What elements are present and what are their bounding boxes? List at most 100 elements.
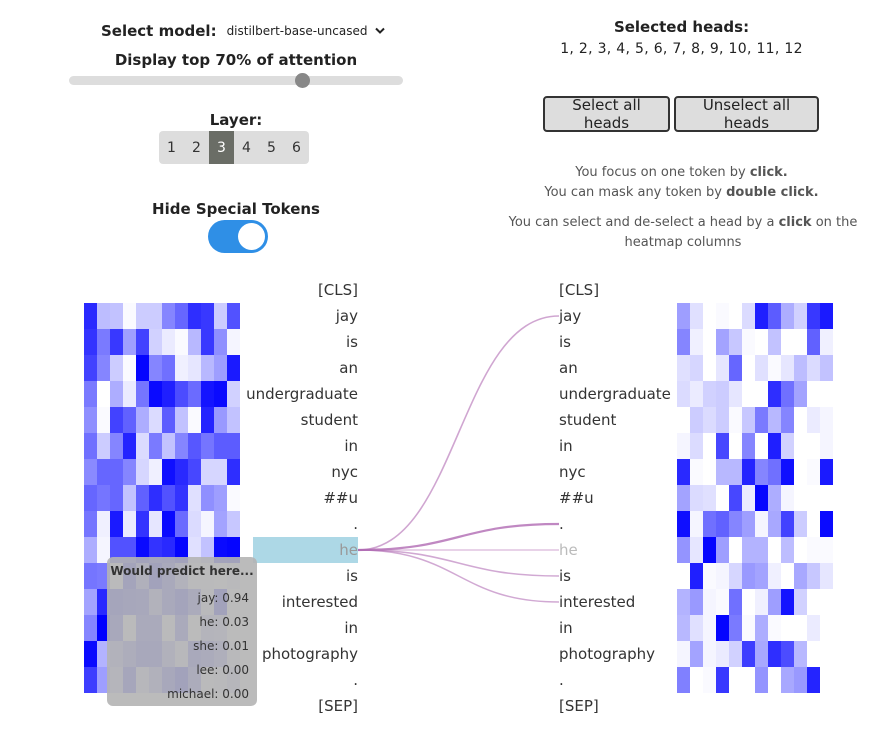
heatmap-cell[interactable] <box>97 641 110 667</box>
heatmap-cell[interactable] <box>214 511 227 537</box>
heatmap-cell[interactable] <box>716 563 729 589</box>
heatmap-cell[interactable] <box>201 303 214 329</box>
heatmap-cell[interactable] <box>84 589 97 615</box>
heatmap-cell[interactable] <box>768 303 781 329</box>
heatmap-cell[interactable] <box>136 537 149 563</box>
heatmap-cell[interactable] <box>742 589 755 615</box>
right-token[interactable]: photography <box>559 645 656 663</box>
heatmap-cell[interactable] <box>755 615 768 641</box>
heatmap-cell[interactable] <box>794 433 807 459</box>
heatmap-cell[interactable] <box>162 459 175 485</box>
heatmap-cell[interactable] <box>690 511 703 537</box>
heatmap-cell[interactable] <box>781 303 794 329</box>
heatmap-cell[interactable] <box>149 433 162 459</box>
heatmap-cell[interactable] <box>820 433 833 459</box>
heatmap-cell[interactable] <box>84 641 97 667</box>
threshold-slider-handle[interactable] <box>294 73 310 88</box>
heatmap-cell[interactable] <box>794 459 807 485</box>
heatmap-cell[interactable] <box>110 459 123 485</box>
left-token[interactable]: [SEP] <box>318 697 358 715</box>
heatmap-cell[interactable] <box>97 589 110 615</box>
heatmap-cell[interactable] <box>690 329 703 355</box>
heatmap-cell[interactable] <box>227 511 240 537</box>
heatmap-cell[interactable] <box>794 537 807 563</box>
heatmap-cell[interactable] <box>201 485 214 511</box>
heatmap-cell[interactable] <box>97 511 110 537</box>
heatmap-cell[interactable] <box>755 407 768 433</box>
heatmap-cell[interactable] <box>123 511 136 537</box>
heatmap-cell[interactable] <box>768 563 781 589</box>
heatmap-cell[interactable] <box>755 355 768 381</box>
hide-special-tokens-toggle[interactable] <box>208 220 268 253</box>
heatmap-cell[interactable] <box>781 641 794 667</box>
heatmap-cell[interactable] <box>149 407 162 433</box>
heatmap-cell[interactable] <box>768 615 781 641</box>
heatmap-cell[interactable] <box>716 329 729 355</box>
heatmap-cell[interactable] <box>781 511 794 537</box>
heatmap-cell[interactable] <box>677 329 690 355</box>
heatmap-cell[interactable] <box>214 329 227 355</box>
heatmap-cell[interactable] <box>729 641 742 667</box>
right-token[interactable]: in <box>559 437 573 455</box>
right-token[interactable]: undergraduate <box>559 385 671 403</box>
heatmap-cell[interactable] <box>227 407 240 433</box>
heatmap-cell[interactable] <box>123 537 136 563</box>
heatmap-cell[interactable] <box>136 511 149 537</box>
heatmap-cell[interactable] <box>729 589 742 615</box>
layer-option[interactable]: 1 <box>167 139 176 156</box>
heatmap-cell[interactable] <box>188 511 201 537</box>
heatmap-cell[interactable] <box>716 407 729 433</box>
left-token[interactable]: ##u <box>323 489 358 507</box>
heatmap-cell[interactable] <box>188 407 201 433</box>
heatmap-cell[interactable] <box>690 563 703 589</box>
heatmap-cell[interactable] <box>214 381 227 407</box>
heatmap-cell[interactable] <box>807 589 820 615</box>
heatmap-cell[interactable] <box>807 407 820 433</box>
heatmap-cell[interactable] <box>820 563 833 589</box>
heatmap-cell[interactable] <box>807 355 820 381</box>
heatmap-cell[interactable] <box>703 407 716 433</box>
heatmap-cell[interactable] <box>188 485 201 511</box>
heatmap-cell[interactable] <box>742 407 755 433</box>
right-token[interactable]: jay <box>559 307 582 325</box>
heatmap-cell[interactable] <box>794 641 807 667</box>
heatmap-cell[interactable] <box>227 355 240 381</box>
heatmap-cell[interactable] <box>807 433 820 459</box>
heatmap-cell[interactable] <box>716 615 729 641</box>
heatmap-cell[interactable] <box>677 303 690 329</box>
heatmap-cell[interactable] <box>214 407 227 433</box>
heatmap-cell[interactable] <box>742 381 755 407</box>
left-token[interactable]: in <box>344 619 358 637</box>
heatmap-cell[interactable] <box>123 485 136 511</box>
heatmap-cell[interactable] <box>110 355 123 381</box>
heatmap-cell[interactable] <box>781 589 794 615</box>
heatmap-cell[interactable] <box>677 511 690 537</box>
heatmap-cell[interactable] <box>677 641 690 667</box>
heatmap-cell[interactable] <box>97 615 110 641</box>
heatmap-cell[interactable] <box>97 667 110 693</box>
heatmap-cell[interactable] <box>162 433 175 459</box>
heatmap-cell[interactable] <box>84 433 97 459</box>
heatmap-cell[interactable] <box>214 537 227 563</box>
heatmap-cell[interactable] <box>755 589 768 615</box>
heatmap-cell[interactable] <box>794 355 807 381</box>
heatmap-cell[interactable] <box>781 407 794 433</box>
heatmap-cell[interactable] <box>742 433 755 459</box>
heatmap-cell[interactable] <box>781 459 794 485</box>
heatmap-cell[interactable] <box>742 537 755 563</box>
heatmap-cell[interactable] <box>755 329 768 355</box>
right-attention-heatmap[interactable] <box>677 303 833 693</box>
model-dropdown[interactable]: distilbert-base-uncased <box>227 24 386 38</box>
heatmap-cell[interactable] <box>84 667 97 693</box>
heatmap-cell[interactable] <box>703 355 716 381</box>
heatmap-cell[interactable] <box>729 615 742 641</box>
heatmap-cell[interactable] <box>820 381 833 407</box>
heatmap-cell[interactable] <box>729 485 742 511</box>
heatmap-cell[interactable] <box>136 433 149 459</box>
heatmap-cell[interactable] <box>794 563 807 589</box>
heatmap-cell[interactable] <box>755 511 768 537</box>
left-token[interactable]: is <box>346 333 358 351</box>
heatmap-cell[interactable] <box>703 667 716 693</box>
left-token[interactable]: undergraduate <box>246 385 358 403</box>
heatmap-cell[interactable] <box>110 511 123 537</box>
